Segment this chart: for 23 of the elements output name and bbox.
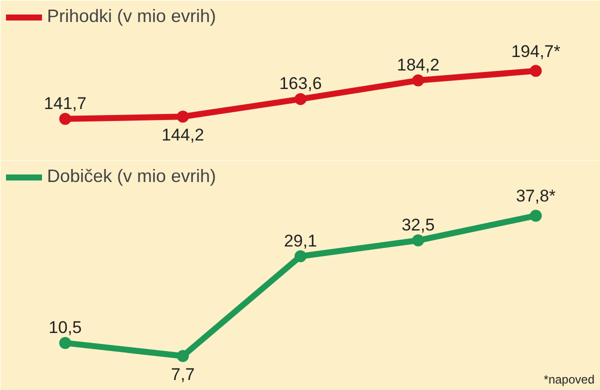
data-label: 163,6 xyxy=(279,74,322,94)
legend-label: Dobiček (v mio evrih) xyxy=(47,166,216,187)
point xyxy=(530,64,542,77)
point xyxy=(294,250,306,262)
point xyxy=(59,112,72,125)
point xyxy=(294,93,306,106)
point xyxy=(59,336,72,349)
legend-label: Prihodki (v mio evrih) xyxy=(47,6,216,27)
point xyxy=(176,350,189,362)
point xyxy=(412,74,424,86)
data-label: 10,5 xyxy=(48,318,82,337)
data-label: 141,7 xyxy=(44,94,86,113)
data-label: 37,8* xyxy=(516,186,556,206)
data-label: 7,7 xyxy=(171,365,195,384)
point xyxy=(176,110,189,123)
data-label: 194,7* xyxy=(511,42,561,61)
data-label: 184,2 xyxy=(396,55,440,74)
data-label: 29,1 xyxy=(284,231,318,250)
text: *napoved xyxy=(544,372,595,386)
point xyxy=(530,210,542,222)
data-label: 32,5 xyxy=(402,215,435,234)
data-label: 144,2 xyxy=(162,126,204,145)
point xyxy=(412,234,424,246)
